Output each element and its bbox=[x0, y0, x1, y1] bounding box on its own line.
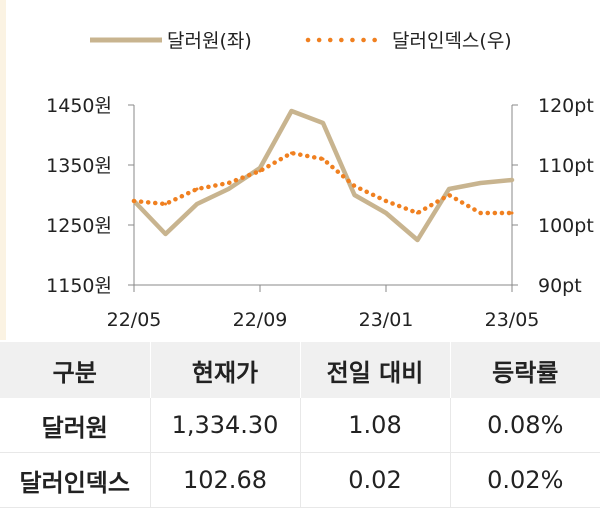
left-accent-strip bbox=[0, 0, 6, 340]
left-y-tick-label: 1250원 bbox=[46, 215, 112, 237]
right-y-tick-label: 110pt bbox=[538, 155, 594, 177]
data-point-dollar-index bbox=[195, 187, 199, 191]
data-point-dollar-won bbox=[416, 238, 419, 242]
row-change: 1.08 bbox=[300, 398, 451, 453]
row-current-price: 1,334.30 bbox=[150, 398, 301, 453]
data-point-dollar-won bbox=[353, 193, 356, 197]
header-current-price: 현재가 bbox=[150, 342, 301, 398]
x-tick-label: 23/01 bbox=[359, 309, 414, 331]
tick-labels: 22/05 22/09 23/01 23/05 1450원 1350원 1250원 1150원… bbox=[46, 95, 594, 331]
x-tick-label: 22/09 bbox=[233, 309, 288, 331]
data-point-dollar-index bbox=[479, 211, 482, 215]
series-line-dollar-index bbox=[131, 150, 515, 216]
row-change-rate: 0.08% bbox=[450, 398, 600, 453]
data-point-dollar-won bbox=[479, 181, 482, 185]
right-y-tick-label: 120pt bbox=[538, 95, 594, 117]
legend-label-dollar-won: 달러원(좌) bbox=[167, 30, 252, 52]
data-point-dollar-won bbox=[227, 187, 230, 191]
data-point-dollar-index bbox=[384, 199, 388, 203]
right-y-tick-label: 100pt bbox=[538, 215, 594, 237]
data-point-dollar-won bbox=[195, 202, 199, 206]
data-point-dollar-index bbox=[227, 181, 230, 185]
data-point-dollar-index bbox=[164, 202, 167, 206]
data-point-dollar-won bbox=[290, 109, 293, 113]
header-category: 구분 bbox=[0, 342, 151, 398]
data-point-dollar-won bbox=[447, 187, 451, 191]
data-point-dollar-won bbox=[510, 178, 514, 182]
left-y-tick-label: 1150원 bbox=[46, 275, 112, 297]
data-point-dollar-index bbox=[321, 157, 325, 161]
exchange-rate-chart: 달러원(좌) 달러인덱스(우) 22/05 22/09 23/01 23/05 1450… bbox=[46, 30, 594, 331]
row-name: 달러인덱스 bbox=[0, 452, 151, 508]
header-change-rate: 등락률 bbox=[450, 342, 600, 398]
data-point-dollar-index bbox=[258, 169, 262, 173]
data-point-dollar-index bbox=[132, 199, 136, 203]
header-change: 전일 대비 bbox=[300, 342, 451, 398]
data-point-dollar-won bbox=[384, 211, 388, 215]
row-change-rate: 0.02% bbox=[450, 452, 600, 508]
x-tick-label: 22/05 bbox=[107, 309, 162, 331]
data-point-dollar-won bbox=[164, 232, 167, 236]
data-point-dollar-index bbox=[510, 211, 514, 215]
right-y-tick-label: 90pt bbox=[538, 275, 582, 297]
quote-table: 구분 현재가 전일 대비 등락률 달러원 1,334.30 1.08 0.08%… bbox=[0, 342, 600, 508]
data-point-dollar-won bbox=[321, 121, 325, 125]
row-current-price: 102.68 bbox=[150, 452, 301, 508]
data-point-dollar-index bbox=[447, 193, 451, 197]
series-line-dollar-won bbox=[131, 108, 515, 243]
table-header-row: 구분 현재가 전일 대비 등락률 bbox=[0, 342, 600, 398]
data-point-dollar-index bbox=[353, 184, 356, 188]
x-tick-label: 23/05 bbox=[485, 309, 540, 331]
series-layer bbox=[131, 108, 515, 243]
tick-marks bbox=[128, 104, 518, 292]
legend-label-dollar-index: 달러인덱스(우) bbox=[392, 30, 512, 52]
data-point-dollar-index bbox=[416, 211, 419, 215]
table-row: 달러인덱스 102.68 0.02 0.02% bbox=[0, 452, 600, 508]
left-y-tick-label: 1350원 bbox=[46, 155, 112, 177]
legend: 달러원(좌) 달러인덱스(우) bbox=[90, 30, 512, 52]
left-y-tick-label: 1450원 bbox=[46, 95, 112, 117]
row-name: 달러원 bbox=[0, 398, 151, 453]
table-row: 달러원 1,334.30 1.08 0.08% bbox=[0, 398, 600, 453]
row-change: 0.02 bbox=[300, 452, 451, 508]
data-point-dollar-index bbox=[290, 151, 293, 155]
